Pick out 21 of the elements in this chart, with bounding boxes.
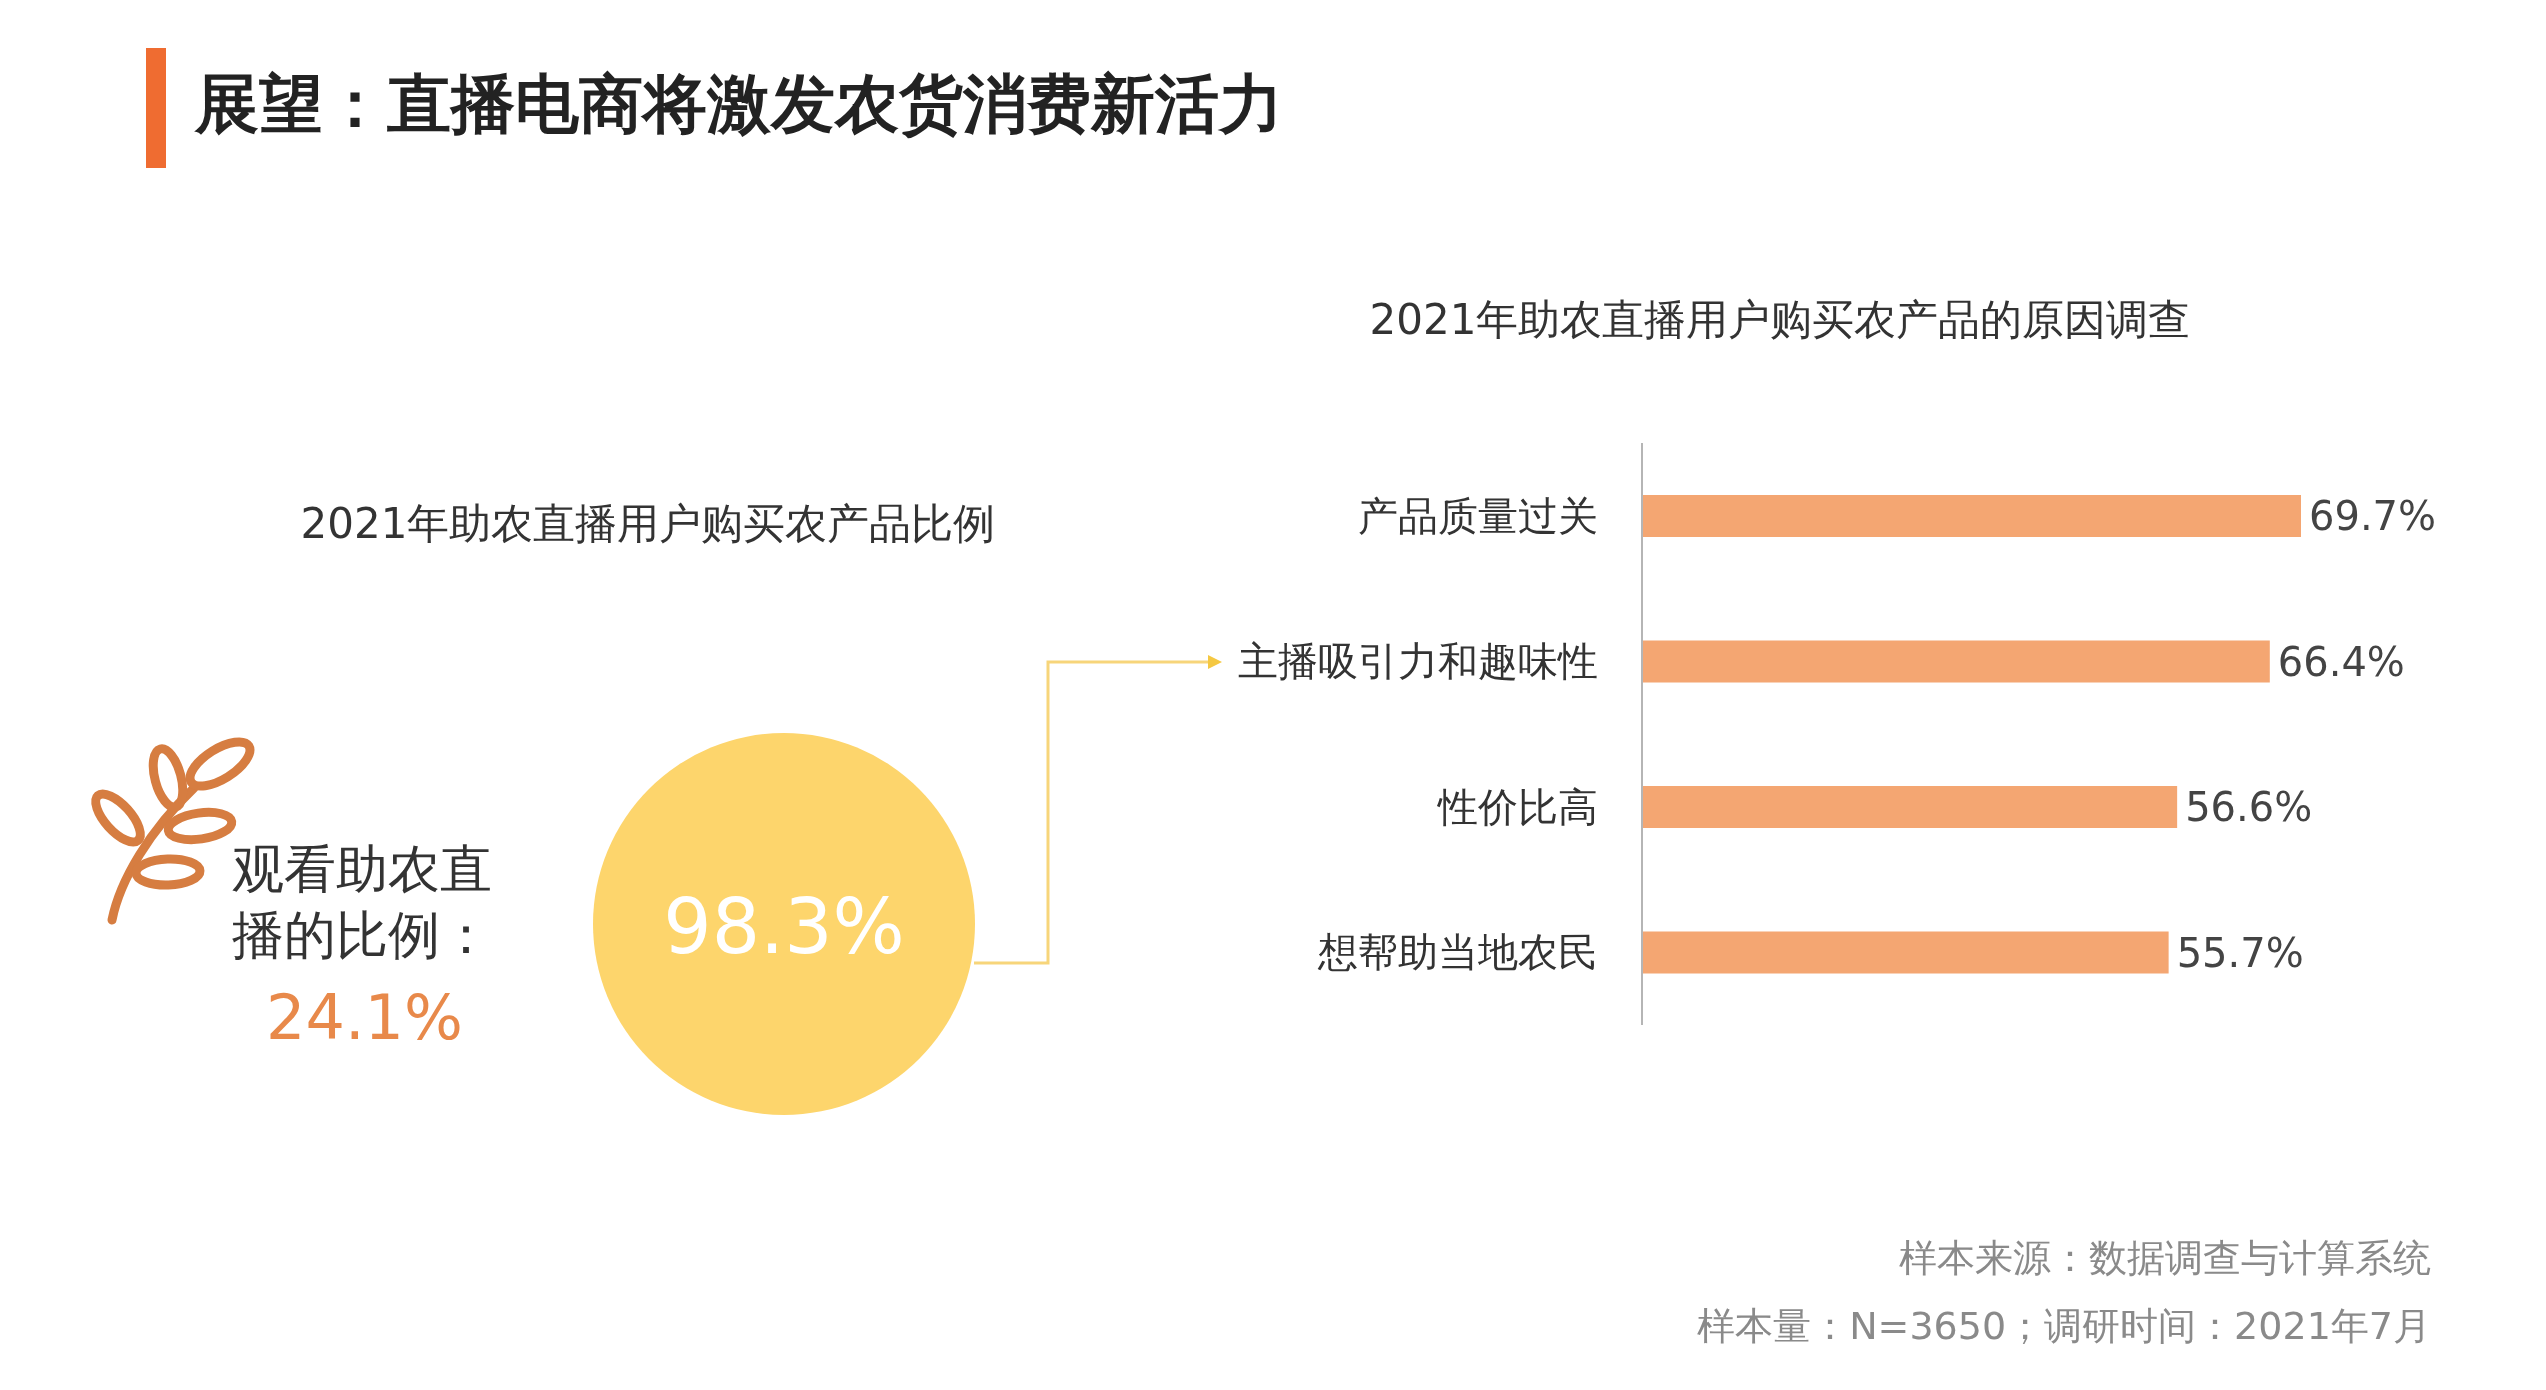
text: 样本来源：数据调查与计算系统 <box>1899 1236 2431 1280</box>
text: 24.1% <box>266 981 463 1054</box>
text: 2021年助农直播用户购买农产品比例 <box>299 499 997 548</box>
data-label: 55.7% <box>2176 929 2304 976</box>
data-label: 56.6% <box>2185 784 2313 831</box>
bar <box>1642 786 2178 828</box>
y-tick-label: 想帮助当地农民 <box>1317 929 1598 976</box>
text: 样本量：N=3650；调研时间：2021年7月 <box>1697 1304 2431 1348</box>
data-label: 69.7% <box>2309 493 2437 540</box>
bar <box>1642 640 2270 683</box>
text: 展望：直播电商将激发农货消费新活力 <box>195 67 1283 141</box>
y-tick-label: 主播吸引力和趣味性 <box>1238 638 1598 685</box>
text: 观看助农直播的比例： <box>232 838 493 967</box>
chart-title: 2021年助农直播用户购买农产品的原因调查 <box>1368 295 2192 344</box>
bar <box>1642 931 2169 974</box>
circle-badge: 98.3% <box>592 732 976 1116</box>
data-label: 98.3% <box>663 881 905 971</box>
bar <box>1642 495 2301 537</box>
y-tick-label: 产品质量过关 <box>1358 492 1598 539</box>
data-label: 66.4% <box>2277 638 2405 685</box>
y-tick-label: 性价比高 <box>1436 783 1598 830</box>
